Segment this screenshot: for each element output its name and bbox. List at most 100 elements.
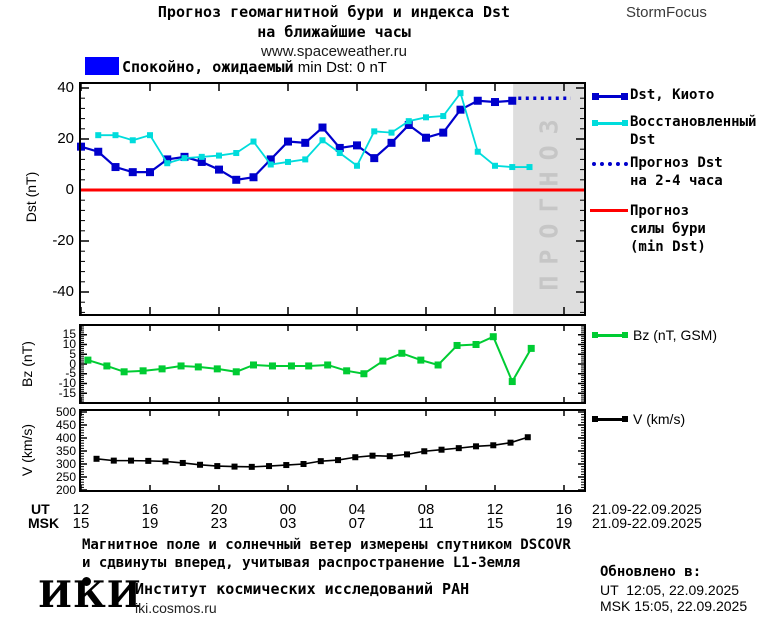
msk-tick-label: 19 xyxy=(555,515,573,532)
data-point-marker xyxy=(324,361,332,369)
data-point-marker xyxy=(147,132,153,139)
data-point-marker xyxy=(128,168,137,177)
data-point-marker xyxy=(387,138,396,147)
data-point-marker xyxy=(181,155,188,162)
data-point-marker xyxy=(453,341,461,349)
square-marker-icon xyxy=(592,416,598,422)
legend-marker-bz xyxy=(592,331,628,339)
y-tick-label: -15 xyxy=(58,385,76,400)
data-point-marker xyxy=(473,443,480,450)
ut-tick-label: 16 xyxy=(555,501,573,518)
data-point-marker xyxy=(398,349,406,357)
data-point-marker xyxy=(508,96,517,105)
institute-name: Институт космических исследований РАН xyxy=(135,580,470,598)
data-point-marker xyxy=(301,138,310,147)
header: Прогноз геомагнитной бури и индекса Dst … xyxy=(0,3,668,60)
footnote-line1: Магнитное поле и солнечный ветер измерен… xyxy=(82,537,571,553)
data-point-marker xyxy=(213,365,221,373)
y-tick-label: -40 xyxy=(52,282,74,300)
data-point-marker xyxy=(194,363,202,371)
data-point-marker xyxy=(197,157,206,166)
data-point-marker xyxy=(457,90,464,97)
data-point-marker xyxy=(379,357,387,365)
data-point-marker xyxy=(95,132,102,139)
data-point-marker xyxy=(422,133,430,142)
data-point-marker xyxy=(526,164,533,171)
data-point-marker xyxy=(128,457,135,464)
y-tick-label: 15 xyxy=(62,327,76,342)
data-point-marker xyxy=(162,458,169,465)
data-point-marker xyxy=(285,158,291,165)
data-point-marker xyxy=(112,132,119,139)
ut-tick-label: 20 xyxy=(210,501,228,518)
legend-label-v: V (km/s) xyxy=(633,411,686,427)
data-point-marker xyxy=(305,362,313,370)
brand-label: StormFocus xyxy=(626,4,707,21)
data-point-marker xyxy=(489,333,497,341)
y-tick-label: -20 xyxy=(52,231,74,249)
msk-tick-label: 23 xyxy=(210,515,228,532)
ut-tick-label: 08 xyxy=(417,501,435,518)
ut-row-label: UT xyxy=(31,501,50,517)
quiet-status-text-latin: min Dst: 0 nT xyxy=(293,59,387,76)
data-point-marker xyxy=(139,367,147,375)
institute-site: iki.cosmos.ru xyxy=(135,600,217,616)
legend-label-storm-3: (min Dst) xyxy=(630,239,706,255)
iki-logo: ИКИ xyxy=(38,574,142,616)
v-axis-title: V (km/s) xyxy=(19,423,35,477)
data-point-marker xyxy=(266,463,273,470)
data-point-marker xyxy=(438,446,445,453)
data-point-marker xyxy=(336,150,343,157)
forecast-band: ПРОГНОЗ xyxy=(513,84,585,314)
data-point-marker xyxy=(404,451,411,458)
ut-tick-label: 00 xyxy=(279,501,297,518)
forecast-band-label: ПРОГНОЗ xyxy=(534,107,564,291)
legend-label-storm-2: силы бури xyxy=(630,221,706,237)
quiet-status-text: Спокойно, ожидаемый min Dst: 0 nT xyxy=(122,58,387,76)
data-point-marker xyxy=(370,154,379,163)
y-tick-label: 5 xyxy=(69,346,76,361)
data-point-marker xyxy=(490,442,497,449)
data-point-marker xyxy=(440,113,447,120)
data-point-marker xyxy=(110,457,117,464)
data-point-marker xyxy=(216,152,222,159)
data-point-marker xyxy=(214,463,221,470)
y-tick-label: -5 xyxy=(65,366,76,381)
data-point-marker xyxy=(439,128,448,137)
data-point-marker xyxy=(404,120,413,129)
data-point-marker xyxy=(491,98,499,107)
data-point-marker xyxy=(215,165,223,174)
data-point-marker xyxy=(423,114,429,121)
y-tick-label: 450 xyxy=(55,417,76,432)
data-point-marker xyxy=(371,128,378,135)
data-point-marker xyxy=(353,141,361,150)
series-line xyxy=(80,99,513,181)
date-range-msk: 21.09-22.09.2025 xyxy=(592,515,702,531)
updated-label: Обновлено в: xyxy=(600,564,702,580)
data-point-marker xyxy=(268,362,276,370)
y-tick-label: 250 xyxy=(55,469,76,484)
legend-label-restored-dst-2: Dst xyxy=(630,132,656,148)
data-point-marker xyxy=(302,156,309,163)
bz-axis-title: Bz (nT) xyxy=(19,341,35,387)
data-point-marker xyxy=(249,173,258,182)
data-point-marker xyxy=(232,368,240,376)
data-point-marker xyxy=(284,137,292,146)
legend-label-restored-dst-1: Восстановленный xyxy=(630,114,757,130)
data-point-marker xyxy=(527,344,535,352)
square-marker-icon xyxy=(622,120,628,126)
data-point-marker xyxy=(417,356,425,364)
msk-tick-label: 15 xyxy=(72,515,90,532)
data-point-marker xyxy=(266,155,275,164)
data-point-marker xyxy=(287,362,295,370)
data-point-marker xyxy=(507,439,514,446)
data-point-marker xyxy=(103,362,111,370)
data-point-marker xyxy=(233,150,240,157)
line-sample xyxy=(598,333,622,337)
data-point-marker xyxy=(111,163,120,172)
page-subtitle: на ближайшие часы xyxy=(257,23,411,41)
y-tick-label: 0 xyxy=(65,180,74,198)
data-point-marker xyxy=(164,160,171,167)
